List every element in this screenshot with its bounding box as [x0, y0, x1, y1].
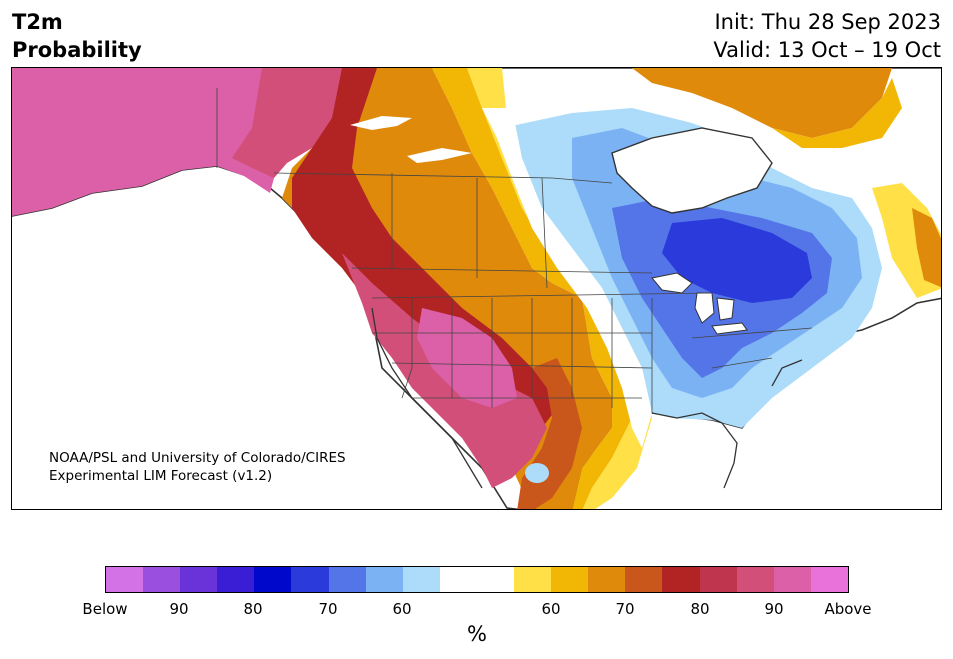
- colorbar-tick-below-60: 60: [392, 600, 412, 618]
- colorbar-tick-above-70: 70: [615, 600, 635, 618]
- map-canvas: [12, 68, 941, 509]
- colorbar-cell: [476, 567, 515, 592]
- colorbar-tick-above-80: 80: [690, 600, 710, 618]
- colorbar-cell: [365, 567, 403, 592]
- above-zone-arctic: [632, 68, 892, 138]
- colorbar-cell: [625, 567, 663, 592]
- colorbar-cell: [291, 567, 329, 592]
- colorbar-tick-above: Above: [824, 600, 872, 618]
- colorbar-cell: [180, 567, 218, 592]
- colorbar-cell: [736, 567, 774, 592]
- colorbar-cell: [439, 567, 477, 592]
- colorbar-cell: [328, 567, 366, 592]
- probability-colorbar: [105, 566, 849, 593]
- colorbar-cell: [217, 567, 255, 592]
- great-slave-lake: [407, 148, 472, 163]
- admin-borders: [216, 88, 813, 413]
- below-spot-texas: [525, 463, 549, 483]
- great-bear-lake: [350, 116, 412, 130]
- forecast-map: NOAA/PSL and University of Colorado/CIRE…: [11, 67, 942, 510]
- credit-line-1: NOAA/PSL and University of Colorado/CIRE…: [49, 450, 346, 466]
- below-zone-core: [662, 218, 812, 303]
- colorbar-cell: [699, 567, 737, 592]
- colorbar-cell: [773, 567, 811, 592]
- colorbar-cell: [588, 567, 626, 592]
- colorbar-tick-below-90: 90: [169, 600, 189, 618]
- colorbar-unit: %: [467, 622, 487, 646]
- colorbar-cell: [254, 567, 292, 592]
- colorbar-tick-below-80: 80: [243, 600, 263, 618]
- colorbar-tick-below: Below: [82, 600, 128, 618]
- above-zone-arctic-yellow: [772, 78, 902, 148]
- date-block: Init: Thu 28 Sep 2023 Valid: 13 Oct – 19…: [713, 8, 941, 64]
- credit-line-2: Experimental LIM Forecast (v1.2): [49, 468, 273, 484]
- product-title: Probability: [12, 38, 142, 62]
- map-credit: NOAA/PSL and University of Colorado/CIRE…: [49, 449, 346, 485]
- neutral-band: [482, 108, 652, 448]
- valid-dates: Valid: 13 Oct – 19 Oct: [713, 38, 941, 62]
- title-block: T2m Probability: [12, 8, 142, 64]
- colorbar-tick-above-60: 60: [541, 600, 561, 618]
- colorbar-tick-above-90: 90: [764, 600, 784, 618]
- colorbar-cell: [514, 567, 552, 592]
- hudson-bay: [611, 127, 773, 214]
- init-date: Init: Thu 28 Sep 2023: [714, 10, 941, 34]
- coast-accents: [371, 307, 803, 489]
- colorbar-cell: [106, 567, 144, 592]
- colorbar-cell: [402, 567, 440, 592]
- colorbar-cell: [662, 567, 700, 592]
- colorbar-cell: [810, 567, 848, 592]
- variable-title: T2m: [12, 10, 63, 34]
- great-lakes: [651, 272, 748, 335]
- above-zone-labrador-orange: [912, 208, 941, 288]
- colorbar-tick-below-70: 70: [318, 600, 338, 618]
- colorbar-cell: [551, 567, 589, 592]
- colorbar-cell: [143, 567, 181, 592]
